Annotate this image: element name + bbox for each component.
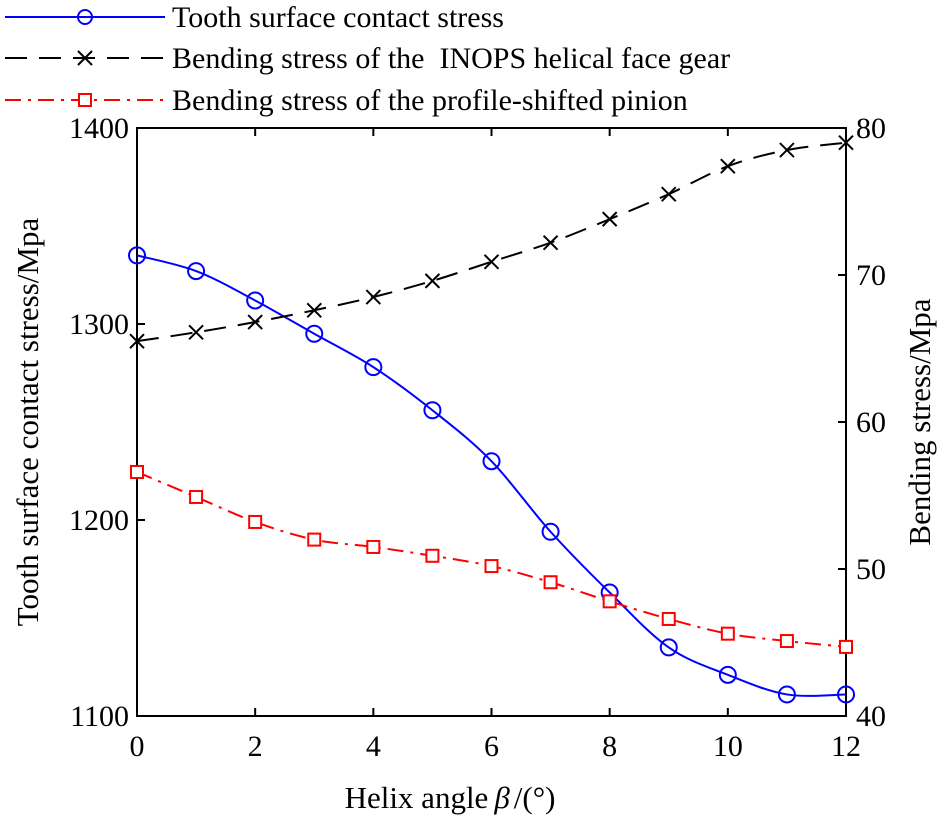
legend-label-face-gear: Bending stress of the INOPS helical face… <box>172 42 730 75</box>
y-right-tick-label: 80 <box>856 112 886 145</box>
y-axis-left-label: Tooth surface contact stress/Mpa <box>10 218 45 627</box>
data-point-circle <box>423 401 442 420</box>
data-point-x <box>365 289 382 305</box>
data-point-x <box>188 324 204 341</box>
y-left-tick-label: 1400 <box>69 112 129 145</box>
data-point-circle <box>541 522 560 541</box>
y-right-tick-label: 70 <box>856 259 886 292</box>
x-axis-label-symbol: β <box>493 780 510 815</box>
data-point-square <box>661 611 676 626</box>
data-point-x <box>720 158 736 174</box>
data-point-x <box>779 142 795 158</box>
data-point-circle <box>777 685 796 704</box>
x-axis-label: Helix angle β/(°) <box>345 780 556 815</box>
data-point-circle <box>482 452 501 471</box>
data-point-x <box>601 211 618 227</box>
data-point-circle <box>305 324 324 343</box>
data-point-square <box>248 514 263 529</box>
data-point-x <box>247 314 263 330</box>
data-point-square <box>366 539 381 554</box>
data-point-x <box>424 273 441 289</box>
data-point-circle <box>718 665 737 684</box>
series-line-0 <box>136 254 847 697</box>
y-axis-right-label: Bending stress/Mpa <box>902 298 937 545</box>
x-axis-label-text: Helix angle <box>345 780 489 815</box>
data-point-square <box>602 594 617 609</box>
x-tick-label: 4 <box>366 730 381 763</box>
data-point-x <box>838 134 854 151</box>
data-point-square <box>720 626 735 641</box>
plot-area <box>136 127 847 717</box>
x-tick-label: 2 <box>248 730 263 763</box>
x-tick-label: 12 <box>831 730 861 763</box>
data-point-circle <box>837 685 855 704</box>
x-axis-label-unit: /(°) <box>514 780 556 815</box>
data-point-square <box>307 532 322 547</box>
data-point-x <box>661 186 677 202</box>
data-point-circle <box>187 262 206 281</box>
data-point-circle <box>246 291 265 310</box>
data-point-circle <box>128 246 146 265</box>
y-right-tick-label: 60 <box>856 406 886 439</box>
data-point-x <box>306 302 322 318</box>
data-point-x <box>129 333 145 349</box>
data-point-square <box>484 559 499 574</box>
data-point-square <box>130 464 144 479</box>
data-point-square <box>779 634 794 649</box>
y-right-tick-label: 50 <box>856 553 886 586</box>
y-left-tick-label: 1200 <box>69 504 129 537</box>
legend: Tooth surface contact stress Bending str… <box>5 1 730 117</box>
legend-marker-contact <box>77 9 93 25</box>
y-left-tick-label: 1100 <box>70 700 129 733</box>
data-point-circle <box>364 358 383 377</box>
x-tick-label: 8 <box>602 730 617 763</box>
data-point-square <box>543 575 558 590</box>
legend-label-contact: Tooth surface contact stress <box>172 1 504 34</box>
data-point-square <box>839 639 853 654</box>
legend-label-pinion: Bending stress of the profile-shifted pi… <box>172 84 688 117</box>
x-tick-label: 6 <box>484 730 499 763</box>
x-tick-label: 10 <box>713 730 743 763</box>
data-point-square <box>425 548 440 563</box>
y-left-tick-label: 1300 <box>69 308 129 341</box>
y-right-tick-label: 40 <box>856 700 886 733</box>
legend-marker-face-gear <box>77 50 93 66</box>
legend-marker-pinion <box>78 93 92 107</box>
data-point-x <box>542 234 559 251</box>
data-point-circle <box>659 638 678 657</box>
data-point-x <box>483 254 500 270</box>
series-line-1 <box>136 141 847 343</box>
x-tick-label: 0 <box>130 730 145 763</box>
data-point-square <box>189 489 204 504</box>
